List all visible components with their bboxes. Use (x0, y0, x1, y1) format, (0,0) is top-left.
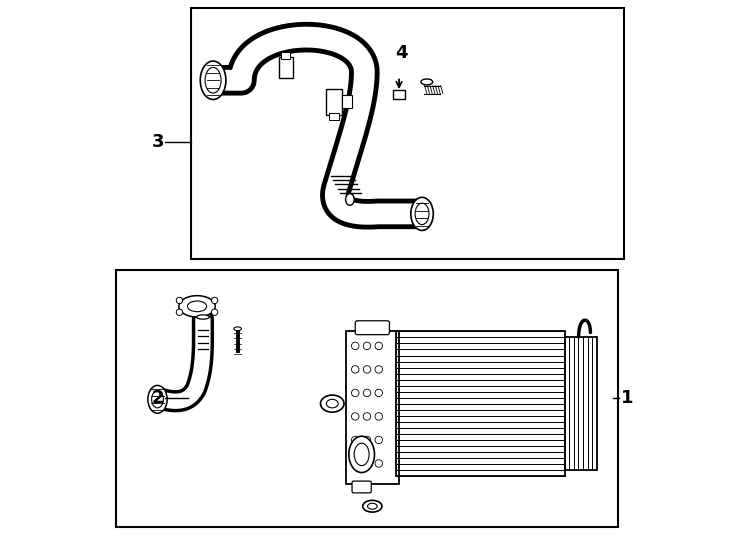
Bar (393, 90, 405, 99)
Ellipse shape (187, 301, 207, 312)
Text: 3: 3 (151, 133, 164, 151)
Text: 1: 1 (621, 389, 633, 407)
Ellipse shape (346, 193, 355, 205)
Circle shape (211, 309, 218, 315)
Bar (116, 270, 618, 526)
Ellipse shape (179, 296, 215, 317)
Ellipse shape (200, 61, 226, 99)
Bar (279, 57, 293, 78)
Ellipse shape (205, 68, 221, 93)
Circle shape (363, 366, 371, 373)
Bar (329, 113, 338, 120)
Ellipse shape (234, 327, 241, 330)
Circle shape (176, 309, 183, 315)
Bar (326, 89, 342, 115)
Ellipse shape (415, 203, 429, 225)
Circle shape (375, 436, 382, 444)
Bar (564, 337, 597, 470)
Bar (121, 281, 287, 516)
Ellipse shape (355, 443, 369, 465)
Ellipse shape (152, 391, 164, 408)
Circle shape (211, 297, 218, 303)
Text: 2: 2 (151, 389, 164, 407)
Circle shape (363, 413, 371, 420)
Circle shape (375, 413, 382, 420)
Ellipse shape (363, 501, 382, 512)
Circle shape (375, 366, 382, 373)
Bar (281, 52, 290, 59)
Ellipse shape (421, 79, 433, 85)
Bar (191, 8, 624, 259)
Ellipse shape (349, 436, 374, 472)
Circle shape (352, 389, 359, 397)
Bar (346, 332, 399, 484)
Bar (396, 332, 564, 476)
Circle shape (352, 366, 359, 373)
Circle shape (375, 342, 382, 349)
Ellipse shape (327, 400, 338, 408)
Circle shape (352, 413, 359, 420)
Circle shape (375, 389, 382, 397)
Circle shape (375, 460, 382, 467)
Bar (292, 281, 613, 516)
Ellipse shape (411, 197, 433, 231)
Circle shape (352, 342, 359, 349)
Circle shape (352, 436, 359, 444)
Circle shape (363, 342, 371, 349)
Ellipse shape (368, 503, 377, 509)
Circle shape (176, 297, 183, 303)
Ellipse shape (197, 315, 209, 319)
Text: 4: 4 (396, 44, 408, 62)
Ellipse shape (321, 395, 344, 412)
FancyBboxPatch shape (355, 321, 390, 335)
Ellipse shape (148, 386, 167, 413)
Circle shape (352, 460, 359, 467)
Circle shape (363, 460, 371, 467)
Circle shape (363, 436, 371, 444)
Circle shape (363, 389, 371, 397)
FancyBboxPatch shape (352, 481, 371, 493)
Bar (342, 95, 352, 108)
